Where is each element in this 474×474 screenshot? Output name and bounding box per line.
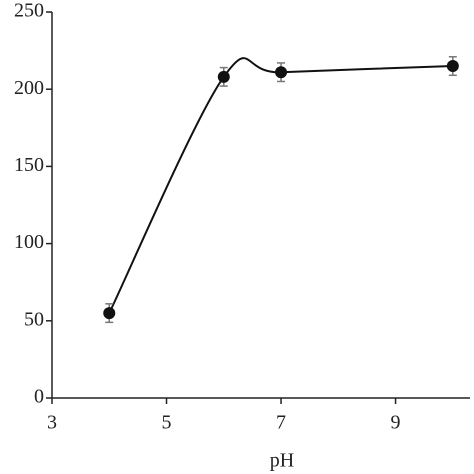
x-tick-label: 9 [391, 412, 401, 434]
x-tick-label: 7 [276, 412, 286, 434]
marker [217, 70, 230, 83]
marker [275, 66, 288, 79]
line [108, 57, 453, 314]
y-tick-label: 250 [14, 0, 44, 22]
y-tick-label: 150 [14, 154, 44, 176]
marker [446, 60, 459, 73]
x-tick-label: 5 [162, 412, 172, 434]
y-tick-label: 0 [34, 386, 44, 408]
y-tick-label: 100 [14, 231, 44, 253]
x-tick-label: 3 [47, 412, 57, 434]
marker [103, 307, 116, 320]
x-axis-label: pH [270, 450, 294, 472]
y-tick-label: 50 [24, 308, 44, 330]
y-tick-label: 200 [14, 77, 44, 99]
